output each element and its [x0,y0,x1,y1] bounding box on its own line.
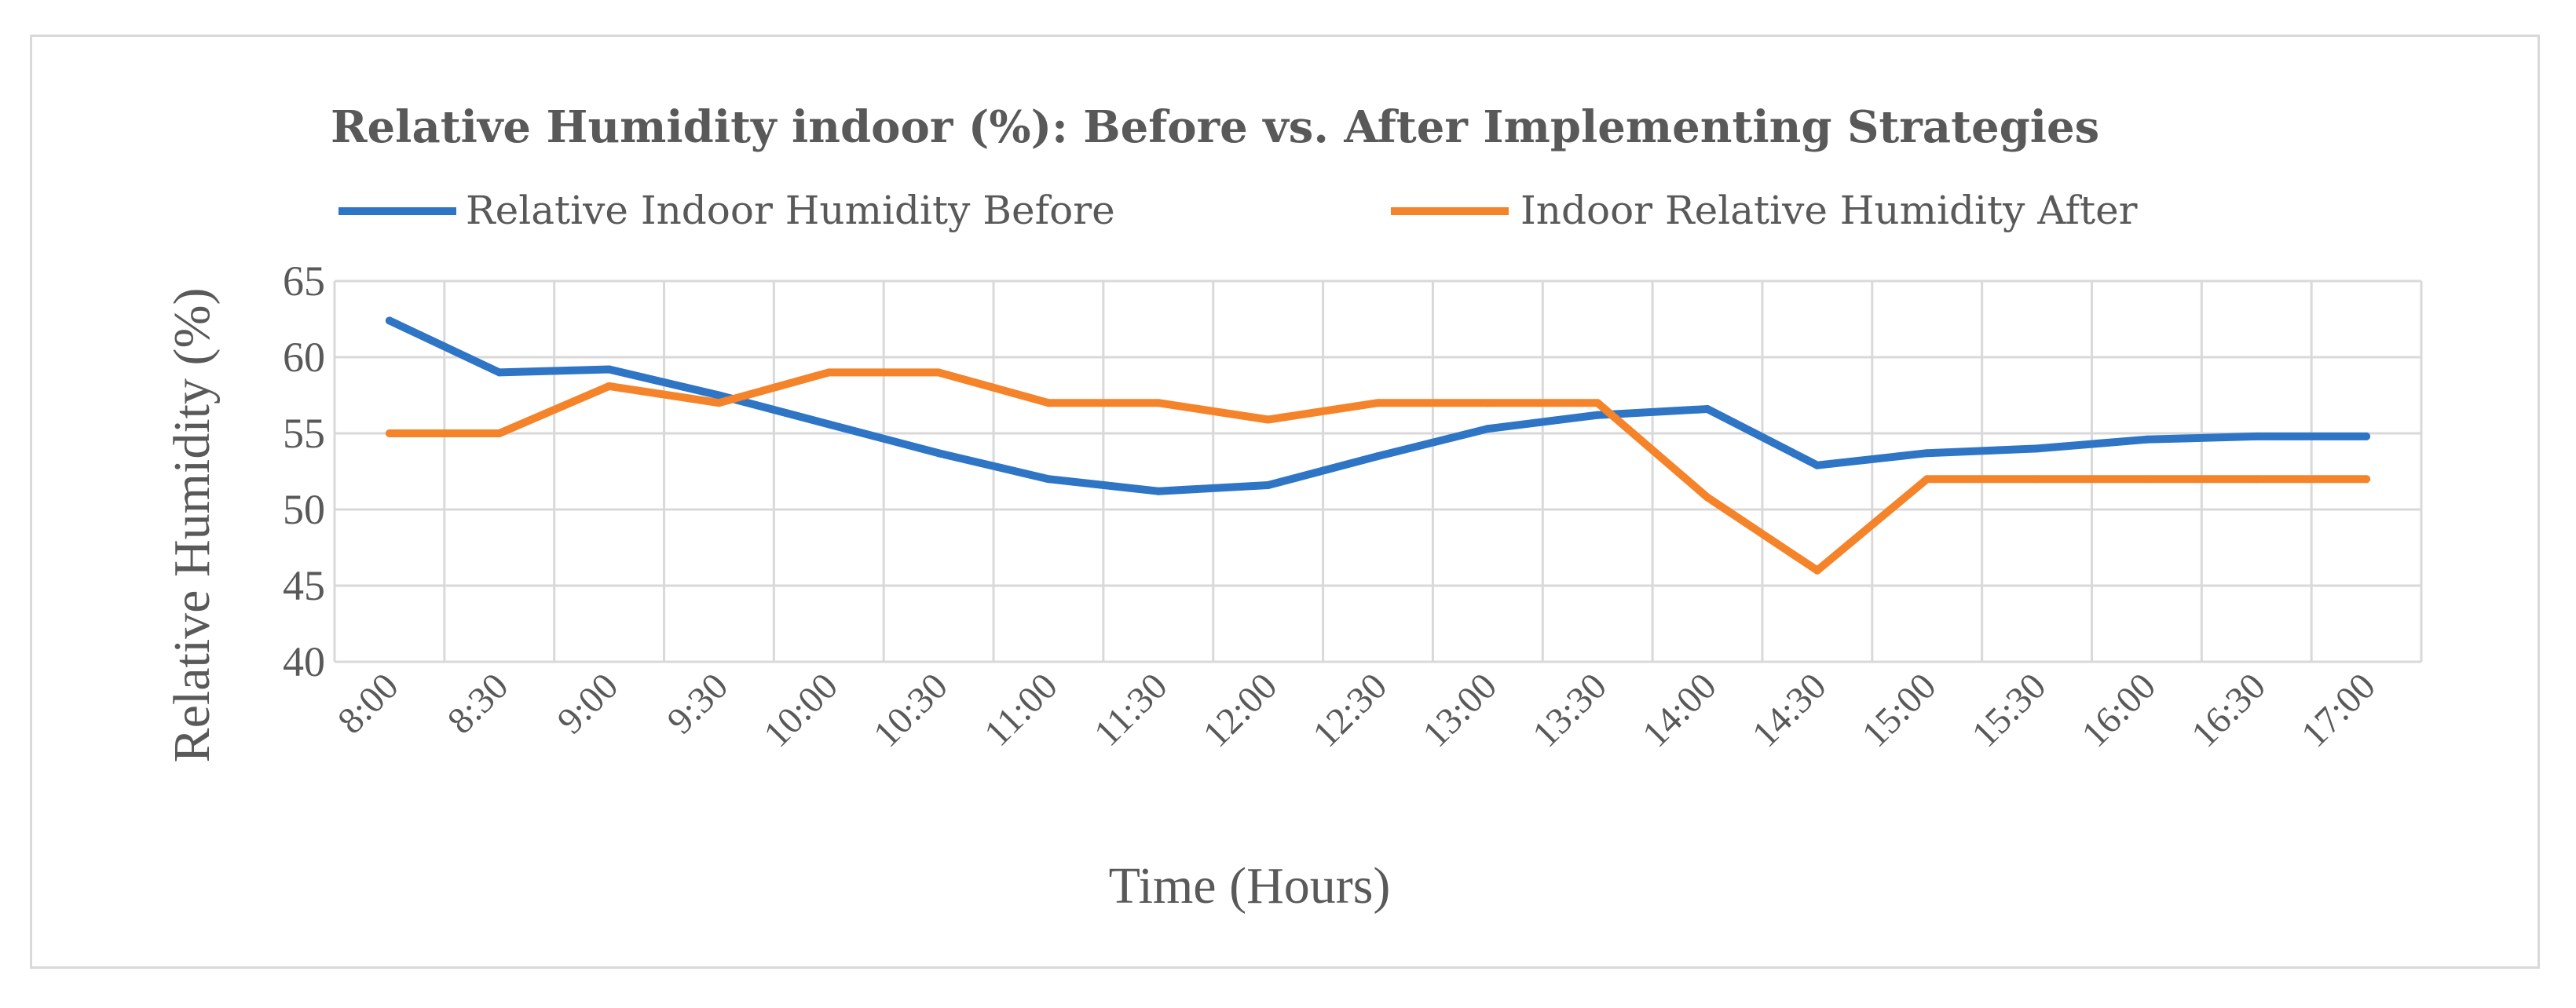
data-point-before [2142,435,2151,444]
x-tick-label: 12:00 [1195,665,1286,755]
data-point-after [715,399,723,407]
data-point-after [1264,415,1272,424]
x-tick-label: 14:30 [1744,665,1835,755]
x-tick-label: 10:00 [756,665,846,755]
data-point-before [495,368,503,377]
data-point-before [605,365,613,374]
data-point-before [2362,432,2371,440]
x-tick-label: 11:30 [1086,665,1176,754]
x-tick-label: 14:00 [1634,665,1725,755]
data-point-after [1044,399,1052,407]
data-point-before [825,420,833,429]
x-tick-label: 15:30 [1964,665,2055,755]
data-point-after [1813,566,1821,575]
data-point-after [1374,399,1382,407]
x-tick-label: 16:30 [2183,665,2274,755]
data-point-before [1923,449,1931,458]
chart-title: Relative Humidity indoor (%): Before vs.… [331,101,2099,153]
data-point-after [2033,475,2041,484]
data-point-after [605,382,613,390]
data-point-after [1594,399,1602,407]
x-tick-label: 9:30 [659,665,736,742]
x-tick-label: 15:00 [1854,665,1945,755]
y-tick-label: 40 [283,638,325,685]
y-tick-label: 55 [283,410,325,457]
gridlines [333,279,2423,663]
data-point-after [495,429,503,437]
chart-frame: Relative Humidity indoor (%): Before vs.… [30,35,2540,969]
y-axis-ticks: 40 45 50 55 60 65 [283,257,325,685]
x-axis-title: Time (Hours) [1109,857,1391,915]
data-point-before [1374,452,1382,461]
data-point-before [1484,425,1492,433]
data-point-after [825,368,833,377]
data-point-after [1923,475,1931,484]
x-tick-label: 13:00 [1414,665,1505,755]
legend-label-after: Indoor Relative Humidity After [1520,188,2138,233]
data-point-before [385,316,393,325]
series-lines [385,316,2371,575]
data-point-before [1044,475,1052,484]
data-point-before [1703,404,1712,413]
data-point-after [1484,399,1492,407]
x-tick-label: 17:00 [2293,665,2384,755]
data-point-after [935,368,943,377]
legend-label-before: Relative Indoor Humidity Before [466,188,1115,233]
y-axis-title: Relative Humidity (%) [163,288,221,763]
data-point-before [1154,487,1162,495]
data-point-before [2252,432,2261,440]
y-tick-label: 60 [283,334,325,381]
x-tick-label: 9:00 [550,665,627,742]
data-point-after [1154,399,1162,407]
data-point-before [1594,411,1602,419]
legend: Relative Indoor Humidity Before Indoor R… [338,188,2138,233]
data-point-after [385,429,393,437]
data-point-before [715,391,723,400]
data-point-after [1703,493,1712,502]
y-tick-label: 50 [283,486,325,533]
data-point-after [2142,475,2151,484]
data-point-after [2252,475,2261,484]
x-tick-label: 11:00 [976,665,1066,754]
x-axis-ticks: 8:00 8:30 9:00 9:30 10:00 10:30 11:00 11:30 12:0… [330,665,2384,755]
data-point-before [935,449,943,458]
y-tick-label: 65 [283,257,325,305]
data-point-after [2362,475,2371,484]
x-tick-label: 10:30 [865,665,956,755]
line-chart: Relative Humidity indoor (%): Before vs.… [163,101,2423,915]
y-tick-label: 45 [283,562,325,609]
data-point-before [1813,461,1821,469]
data-point-before [2033,444,2041,453]
x-tick-label: 8:00 [330,665,407,742]
x-tick-label: 8:30 [440,665,517,742]
x-tick-label: 13:30 [1524,665,1615,755]
x-tick-label: 16:00 [2073,665,2164,755]
x-tick-label: 12:30 [1304,665,1395,755]
data-point-before [1264,480,1272,489]
